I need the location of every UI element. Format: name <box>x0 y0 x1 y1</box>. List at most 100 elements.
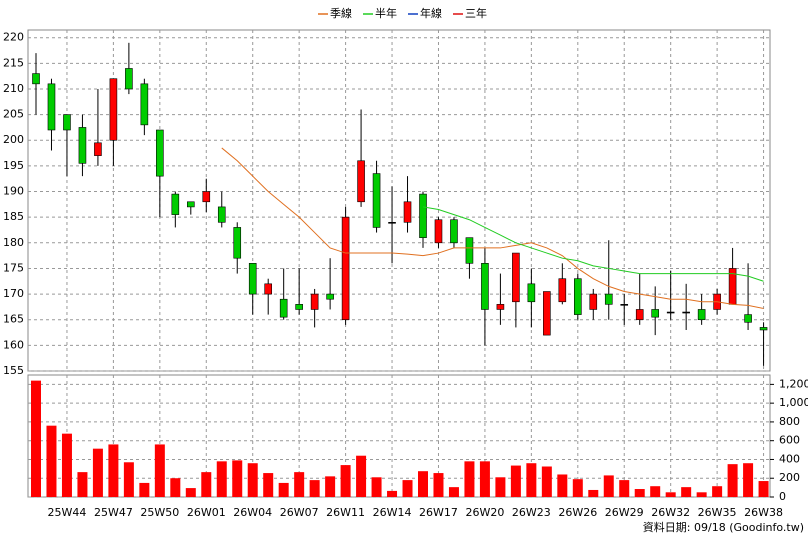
x-tick-label: 26W11 <box>326 506 365 519</box>
x-tick-label: 26W32 <box>651 506 690 519</box>
y-tick-label: 205 <box>3 108 24 121</box>
x-tick-label: 26W01 <box>187 506 226 519</box>
volume-bar <box>309 480 320 497</box>
volume-bar <box>201 472 212 497</box>
volume-bar <box>402 480 413 497</box>
volume-bar <box>185 488 196 497</box>
candle-body <box>682 311 690 314</box>
volume-bar <box>325 476 336 497</box>
volume-bar <box>123 462 134 497</box>
x-tick-label: 25W50 <box>140 506 179 519</box>
y-tick-label: 220 <box>3 31 24 44</box>
y-tick-label: 155 <box>3 364 24 377</box>
y2-tick-label: 800 <box>779 415 800 428</box>
volume-bar <box>356 455 367 497</box>
candle-body <box>310 293 319 310</box>
y-tick-label: 210 <box>3 82 24 95</box>
volume-bar <box>557 474 568 497</box>
volume-bar <box>495 477 506 497</box>
volume-bar <box>650 486 661 497</box>
volume-bar <box>634 489 645 497</box>
y2-tick-label: 200 <box>779 471 800 484</box>
candle-body <box>279 298 288 318</box>
candle-body <box>187 201 195 208</box>
volume-bar <box>696 492 707 497</box>
y-tick-label: 175 <box>3 261 24 274</box>
candle-body <box>496 304 505 310</box>
candle-body <box>388 221 396 224</box>
x-tick-label: 26W29 <box>605 506 644 519</box>
volume-bar <box>619 480 630 497</box>
candle-body <box>125 68 133 90</box>
candle-body <box>78 127 87 164</box>
y2-tick-label: 0 <box>779 490 786 503</box>
candle-body <box>403 201 412 223</box>
x-tick-label: 26W04 <box>233 506 272 519</box>
candle-body <box>171 193 180 215</box>
volume-bar <box>216 461 227 497</box>
candle-body <box>527 283 536 303</box>
candle-body <box>558 278 567 303</box>
candle-body <box>481 263 489 310</box>
candle-body <box>604 293 613 305</box>
y-tick-label: 215 <box>3 56 24 69</box>
candle-body <box>465 237 474 264</box>
candle-body <box>32 73 40 85</box>
candle-body <box>697 309 706 321</box>
volume-bar <box>448 487 459 497</box>
volume-bar <box>727 464 738 497</box>
x-tick-label: 26W07 <box>280 506 319 519</box>
volume-bar <box>294 472 305 497</box>
legend-label: 季線 <box>330 6 352 20</box>
candle-body <box>666 311 675 314</box>
candle-body <box>202 191 211 203</box>
y2-tick-label: 600 <box>779 434 800 447</box>
volume-bar <box>77 472 88 497</box>
candle-body <box>94 142 102 156</box>
candle-body <box>217 206 226 223</box>
candle-body <box>248 263 257 295</box>
candle-body <box>651 309 660 318</box>
y2-tick-label: 400 <box>779 452 800 465</box>
candle-body <box>744 314 752 323</box>
x-tick-label: 26W35 <box>698 506 737 519</box>
candle-body <box>47 83 56 131</box>
legend-label: 年線 <box>420 6 442 20</box>
candle-body <box>512 252 520 303</box>
volume-bar <box>61 433 72 497</box>
candle-body <box>573 278 582 315</box>
candle-body <box>140 83 149 126</box>
candle-body <box>156 129 164 177</box>
volume-bar <box>154 444 165 497</box>
candle-body <box>543 291 551 336</box>
volume-bar <box>31 380 41 497</box>
candle-body <box>63 114 71 131</box>
y-tick-label: 185 <box>3 210 24 223</box>
ma-line <box>422 206 764 282</box>
y-tick-label: 200 <box>3 133 24 146</box>
candle-body <box>233 227 242 259</box>
x-tick-label: 25W44 <box>48 506 87 519</box>
volume-bar <box>526 463 537 497</box>
candle-body <box>635 309 644 321</box>
y2-tick-label: 1,000 <box>779 396 808 409</box>
ma-line <box>221 147 764 309</box>
volume-bar <box>170 478 181 497</box>
volume-bar <box>712 486 723 497</box>
volume-bar <box>681 487 692 497</box>
candle-body <box>357 160 365 203</box>
volume-bar <box>572 479 583 497</box>
candle-body <box>109 78 118 141</box>
candle-body <box>450 219 458 244</box>
volume-bar <box>247 463 258 497</box>
volume-bar <box>743 463 754 497</box>
candle-body <box>295 304 303 310</box>
volume-bar <box>665 492 676 497</box>
x-tick-label: 26W17 <box>419 506 458 519</box>
volume-bar <box>232 460 243 497</box>
candle-body <box>264 283 273 295</box>
candle-body <box>419 193 427 238</box>
y-tick-label: 190 <box>3 185 24 198</box>
